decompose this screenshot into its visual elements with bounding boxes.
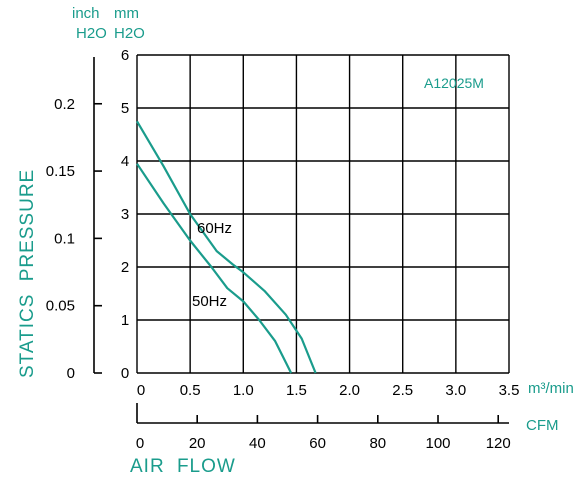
model-label: A12025M (424, 75, 484, 91)
x-tick-label-cfm: 80 (369, 435, 386, 452)
x-unit-m3min: m³/min (528, 380, 574, 397)
x-tick-label-m3min: 3.5 (499, 382, 520, 399)
x-tick-label-cfm: 60 (309, 435, 326, 452)
y-tick-label-inch: 0.2 (54, 96, 75, 113)
y-tick-label-mm: 1 (121, 312, 129, 329)
x-axis-title: AIR FLOW (130, 456, 236, 477)
y-axis-title: STATICS PRESSURE (17, 169, 38, 378)
y-tick-label-mm: 2 (121, 259, 129, 276)
x-tick-label-m3min: 2.0 (339, 382, 360, 399)
axis-labels: A12025M inch mm H2O H2O m³/min CFM AIR F… (17, 5, 574, 477)
pq-curves (136, 120, 317, 374)
x-tick-label-cfm: 100 (425, 435, 450, 452)
y-tick-label-mm: 4 (121, 153, 129, 170)
x-tick-label-m3min: 3.0 (445, 382, 466, 399)
plot-grid (136, 54, 510, 374)
x-tick-label-cfm: 0 (136, 435, 144, 452)
y-tick-label-inch: 0.15 (46, 163, 75, 180)
y-tick-label-inch: 0.1 (54, 230, 75, 247)
x-tick-label-cfm: 40 (249, 435, 266, 452)
series-label-50hz: 50Hz (192, 293, 227, 310)
y-tick-label-mm: 3 (121, 206, 129, 223)
x-tick-label-m3min: 1.5 (286, 382, 307, 399)
y-tick-label-mm: 6 (121, 47, 129, 64)
x-tick-label-m3min: 0.5 (180, 382, 201, 399)
series-line-50hz (136, 163, 293, 374)
y-unit-h2o-left: H2O (76, 25, 107, 42)
y-unit-inch: inch (72, 5, 100, 22)
x-tick-label-m3min: 0 (137, 382, 145, 399)
y-tick-label-inch: 0 (67, 365, 75, 382)
y-tick-label-inch: 0.05 (46, 298, 75, 315)
y-tick-label-mm: 0 (121, 365, 129, 382)
y-tick-label-mm: 5 (121, 100, 129, 117)
series-line-60hz (136, 120, 317, 374)
x-tick-label-m3min: 2.5 (392, 382, 413, 399)
y-unit-h2o-right: H2O (114, 25, 145, 42)
x-unit-cfm: CFM (526, 417, 559, 434)
series-label-60hz: 60Hz (197, 220, 232, 237)
y-unit-mm: mm (114, 5, 139, 22)
x-tick-label-cfm: 120 (486, 435, 511, 452)
x-tick-label-m3min: 1.0 (233, 382, 254, 399)
x-tick-label-cfm: 20 (189, 435, 206, 452)
